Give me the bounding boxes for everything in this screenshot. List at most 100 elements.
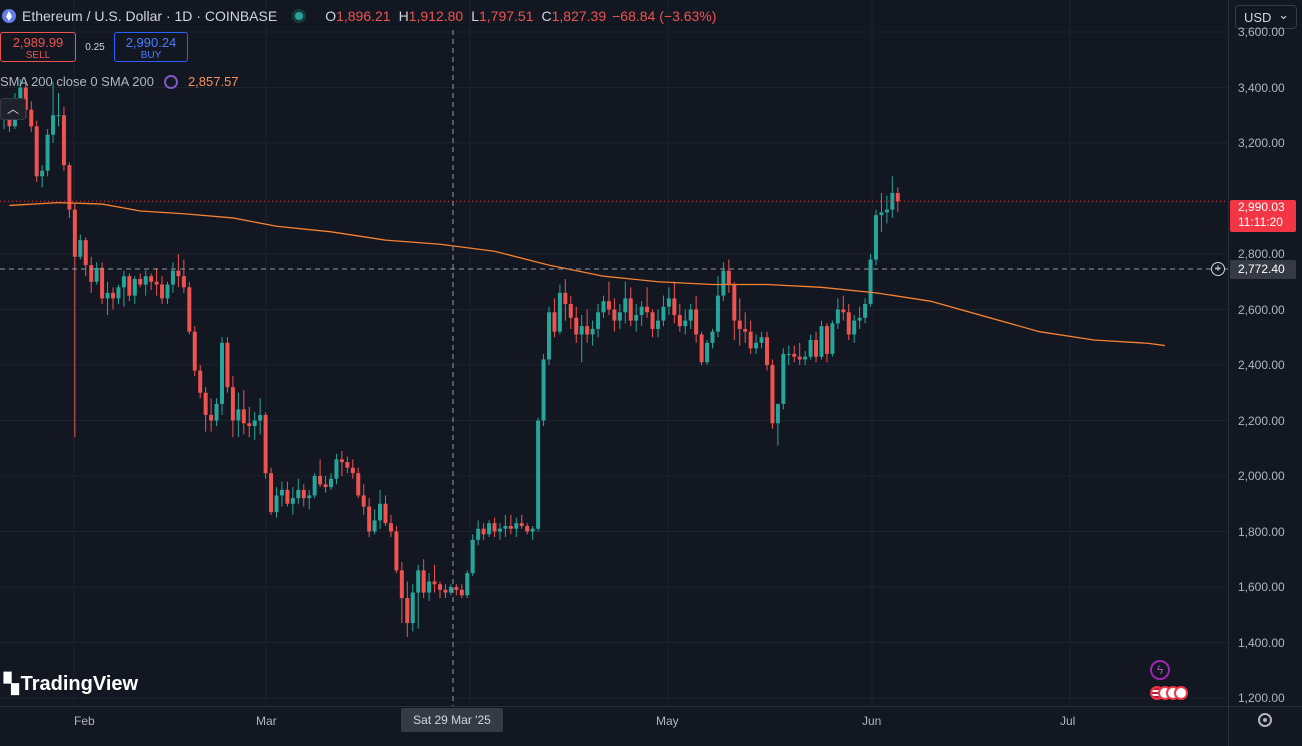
- candle-body: [814, 340, 819, 357]
- candle-body: [819, 326, 824, 357]
- candle: [819, 320, 824, 360]
- candle-body: [187, 287, 192, 332]
- indicator-value: 2,857.57: [187, 74, 239, 89]
- candle: [824, 323, 829, 363]
- candle: [72, 204, 77, 438]
- candle: [105, 281, 110, 316]
- candle: [192, 326, 197, 377]
- lightning-icon[interactable]: ϟ: [1150, 660, 1170, 680]
- candle-body: [585, 326, 590, 335]
- candle-body: [40, 170, 45, 177]
- candle: [29, 101, 34, 132]
- candle: [307, 489, 312, 510]
- candle-body: [715, 295, 720, 332]
- candle-body: [154, 281, 159, 285]
- candle-body: [181, 276, 186, 288]
- candle: [863, 298, 868, 324]
- candle: [350, 459, 355, 479]
- candle-body: [143, 276, 148, 285]
- candle-body: [884, 209, 889, 213]
- candle: [138, 273, 143, 288]
- candle-body: [846, 312, 851, 335]
- collapse-legend-button[interactable]: ︿: [0, 98, 26, 120]
- candle-body: [285, 489, 290, 504]
- candle-body: [514, 523, 519, 529]
- candle: [454, 584, 459, 596]
- candle: [116, 284, 121, 304]
- candle: [808, 334, 813, 360]
- candle: [710, 328, 715, 349]
- candle-body: [51, 115, 56, 135]
- candle: [661, 295, 666, 327]
- candle-body: [661, 306, 666, 321]
- candle-body: [552, 312, 557, 332]
- candle-body: [677, 315, 682, 327]
- candle: [514, 517, 519, 538]
- market-status-icon[interactable]: [295, 12, 304, 20]
- candle: [258, 398, 263, 435]
- price-tick-label: 3,400.00: [1238, 80, 1285, 95]
- sma-200-line: [9, 202, 1165, 347]
- candle: [111, 287, 115, 310]
- candle-body: [416, 570, 421, 593]
- sell-button[interactable]: 2,989.99 SELL: [0, 32, 76, 62]
- candle: [563, 278, 568, 321]
- settings-gear-icon[interactable]: [1258, 713, 1272, 727]
- candle-body: [863, 303, 868, 318]
- candle: [879, 192, 884, 232]
- candle: [187, 281, 192, 335]
- candle: [541, 353, 546, 427]
- price-tick-label: 3,200.00: [1238, 136, 1285, 150]
- price-tick-label: 1,400.00: [1238, 635, 1285, 650]
- candle-body: [18, 87, 23, 102]
- candle-body: [263, 414, 268, 474]
- candle: [372, 509, 377, 535]
- candle-body: [503, 525, 508, 529]
- price-tick-label: 2,600.00: [1238, 302, 1285, 317]
- currency-select[interactable]: USD: [1235, 3, 1297, 29]
- candle-body: [574, 317, 579, 335]
- candle-body: [89, 265, 94, 282]
- price-tick-label: 1,800.00: [1238, 524, 1285, 539]
- candle-body: [83, 240, 88, 266]
- candle-body: [105, 292, 110, 299]
- candle-body: [241, 409, 246, 424]
- candle: [263, 412, 268, 479]
- economic-events-icon[interactable]: [1150, 686, 1188, 700]
- ethereum-icon: [2, 9, 16, 23]
- time-label-feb: Feb: [74, 714, 95, 728]
- candle-body: [78, 240, 83, 257]
- tradingview-logo[interactable]: ▚ TradingView: [4, 673, 138, 696]
- candle: [890, 176, 895, 218]
- loading-icon: [163, 74, 178, 89]
- candle-body: [448, 587, 453, 593]
- candle-body: [176, 270, 181, 277]
- candle-body: [568, 303, 573, 318]
- candle: [617, 303, 622, 329]
- candle-body: [710, 331, 715, 343]
- candle: [121, 270, 126, 307]
- symbol-title[interactable]: Ethereum / U.S. Dollar · 1D · COINBASE: [22, 8, 278, 24]
- tradingview-mark-icon: ▚: [4, 674, 19, 695]
- candle: [67, 162, 72, 218]
- buy-button[interactable]: 2,990.24 BUY: [114, 32, 188, 62]
- candle: [334, 453, 339, 485]
- candle: [448, 584, 453, 596]
- indicator-legend[interactable]: SMA 200 close 0 SMA 200 2,857.57: [0, 74, 239, 89]
- candle-body: [601, 301, 606, 313]
- candle: [694, 295, 699, 343]
- add-alert-icon[interactable]: +: [1211, 262, 1225, 276]
- candle: [536, 417, 541, 532]
- candle-body: [23, 87, 28, 110]
- candle: [421, 559, 426, 599]
- candle: [579, 315, 584, 363]
- candle: [241, 389, 246, 435]
- candle-body: [525, 525, 530, 532]
- candle: [552, 298, 557, 338]
- candle-body: [383, 503, 388, 524]
- candle: [181, 259, 186, 293]
- candle-body: [699, 334, 704, 363]
- candle-body: [688, 309, 693, 321]
- candle: [628, 287, 633, 327]
